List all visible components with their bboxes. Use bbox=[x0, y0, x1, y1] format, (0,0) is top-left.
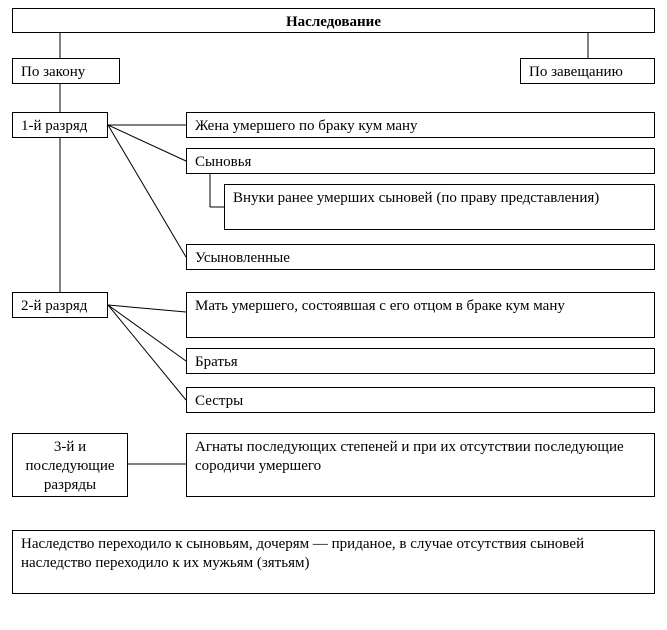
tier2-brothers-box: Братья bbox=[186, 348, 655, 374]
tier3-agnates-box: Агнаты последующих степеней и при их отс… bbox=[186, 433, 655, 497]
tier1-adopted-box: Усыновленные bbox=[186, 244, 655, 270]
footnote-text: Наследство переходило к сыновьям, дочеря… bbox=[21, 536, 584, 571]
tier1-sons-text: Сыновья bbox=[195, 154, 251, 170]
tier1-adopted-text: Усыновленные bbox=[195, 250, 290, 266]
title-text: Наследование bbox=[286, 14, 381, 30]
tier2-sisters-text: Сестры bbox=[195, 393, 243, 409]
tier3-agnates-text: Агнаты последующих степеней и при их отс… bbox=[195, 439, 624, 474]
tier1-grandsons-text: Внуки ранее умерших сыновей (по праву пр… bbox=[233, 190, 599, 206]
by-will-box: По завещанию bbox=[520, 58, 655, 84]
tier1-label-box: 1-й разряд bbox=[12, 112, 108, 138]
tier2-label-text: 2-й разряд bbox=[21, 298, 87, 314]
title-box: Наследование bbox=[12, 8, 655, 33]
tier2-mother-text: Мать умершего, состоявшая с его отцом в … bbox=[195, 298, 565, 314]
tier3-label-text: 3-й и последующие разряды bbox=[25, 439, 114, 493]
tier2-mother-box: Мать умершего, состоявшая с его отцом в … bbox=[186, 292, 655, 338]
by-law-box: По закону bbox=[12, 58, 120, 84]
tier3-label-box: 3-й и последующие разряды bbox=[12, 433, 128, 497]
tier2-brothers-text: Братья bbox=[195, 354, 238, 370]
tier1-sons-box: Сыновья bbox=[186, 148, 655, 174]
tier1-wife-box: Жена умершего по браку кум ману bbox=[186, 112, 655, 138]
tier2-sisters-box: Сестры bbox=[186, 387, 655, 413]
tier2-label-box: 2-й разряд bbox=[12, 292, 108, 318]
tier1-grandsons-box: Внуки ранее умерших сыновей (по праву пр… bbox=[224, 184, 655, 230]
footnote-box: Наследство переходило к сыновьям, дочеря… bbox=[12, 530, 655, 594]
by-law-text: По закону bbox=[21, 64, 85, 80]
tier1-wife-text: Жена умершего по браку кум ману bbox=[195, 118, 418, 134]
by-will-text: По завещанию bbox=[529, 64, 623, 80]
tier1-label-text: 1-й разряд bbox=[21, 118, 87, 134]
